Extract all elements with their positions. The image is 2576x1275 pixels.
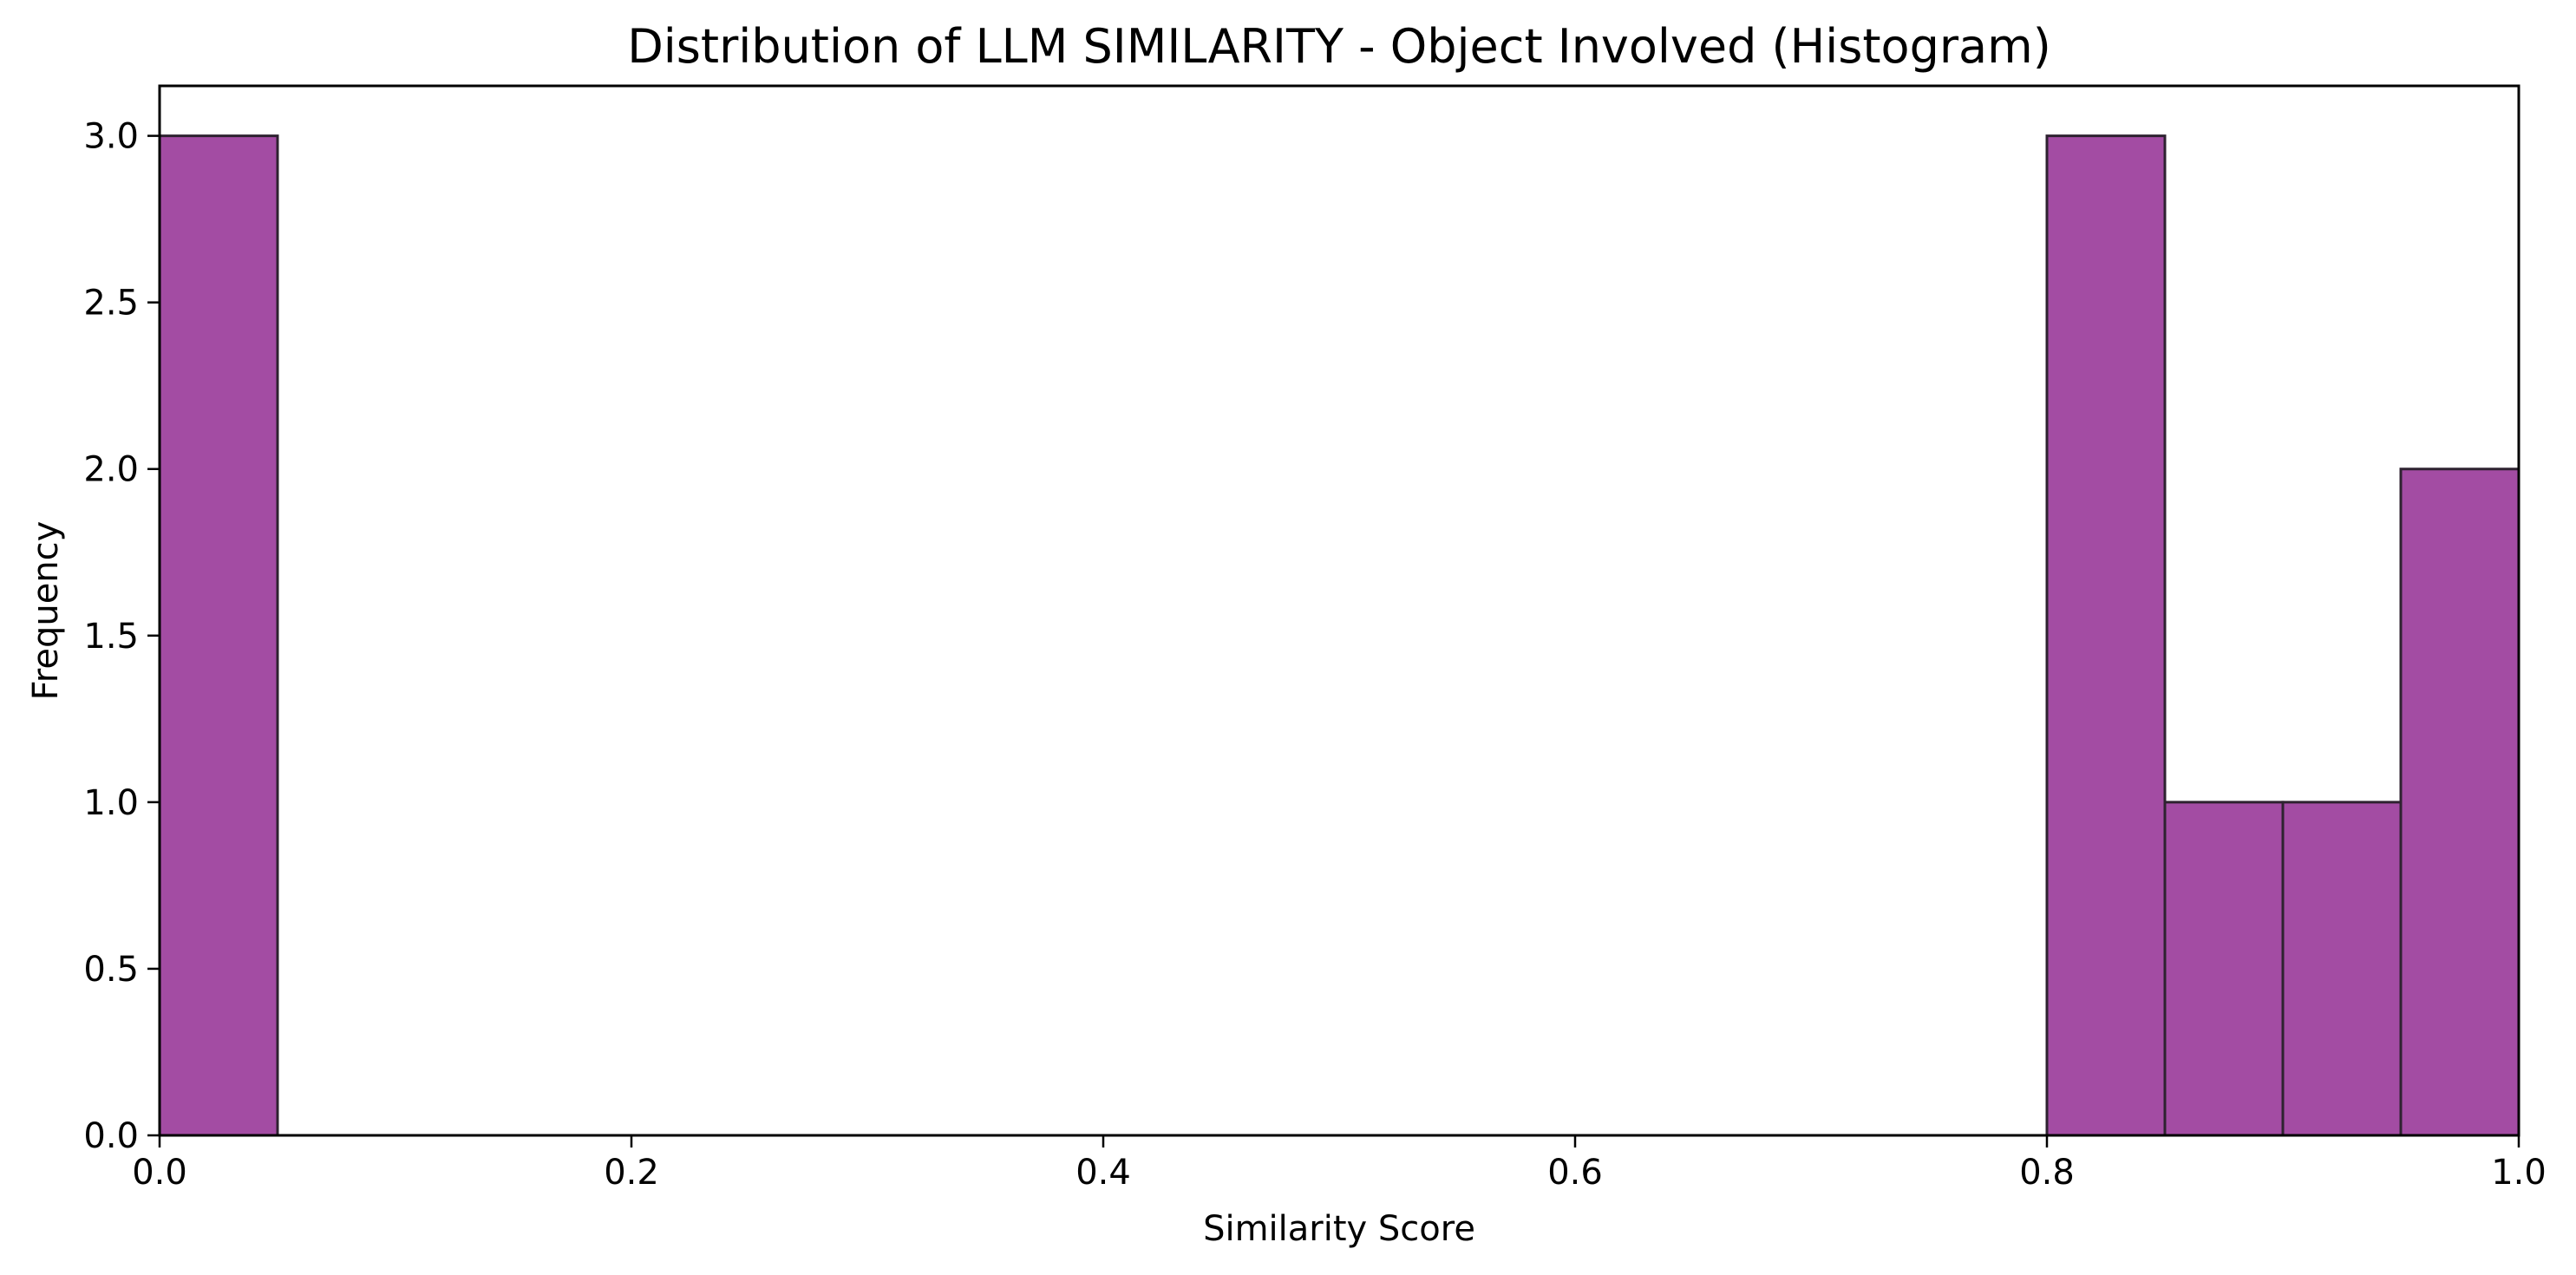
y-tick-label: 2.0 (83, 450, 139, 490)
y-tick-label: 3.0 (83, 117, 139, 157)
y-axis-label: Frequency (26, 521, 66, 701)
x-axis-ticks: 0.0 0.2 0.4 0.6 0.8 1.0 (132, 1135, 2547, 1193)
x-axis-label: Similarity Score (1203, 1209, 1475, 1249)
chart-title: Distribution of LLM SIMILARITY - Object … (627, 19, 2051, 74)
y-tick-label: 0.0 (83, 1116, 139, 1156)
histogram-bar (2045, 134, 2167, 1137)
x-tick-label: 0.0 (132, 1153, 187, 1193)
y-tick-label: 2.5 (83, 284, 139, 324)
y-axis-ticks: 0.0 0.5 1.0 1.5 2.0 2.5 3.0 (83, 117, 160, 1156)
x-tick-label: 0.8 (2019, 1153, 2075, 1193)
y-tick-label: 1.5 (83, 617, 139, 657)
histogram-bar (2399, 468, 2520, 1137)
x-tick-label: 0.4 (1076, 1153, 1131, 1193)
x-tick-label: 1.0 (2491, 1153, 2547, 1193)
plot-frame (158, 84, 2520, 1137)
bars-group (158, 134, 2520, 1137)
y-tick-label: 1.0 (83, 783, 139, 823)
x-tick-label: 0.6 (1547, 1153, 1603, 1193)
x-tick-label: 0.2 (604, 1153, 659, 1193)
histogram-bar (2281, 801, 2403, 1137)
histogram-bar (2163, 801, 2285, 1137)
y-tick-label: 0.5 (83, 950, 139, 990)
histogram-bar (158, 134, 279, 1137)
